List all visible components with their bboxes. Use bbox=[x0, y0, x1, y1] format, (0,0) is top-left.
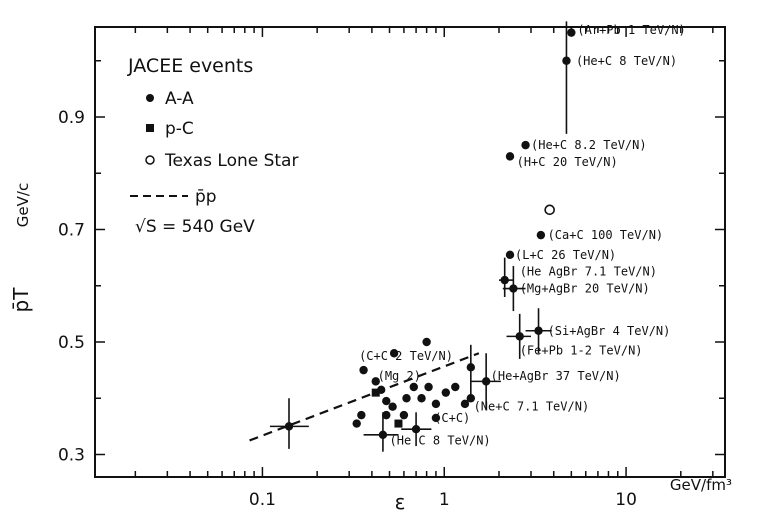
data-point-aa bbox=[567, 28, 576, 37]
plot-frame bbox=[94, 26, 726, 478]
data-point-aa bbox=[409, 382, 418, 392]
chart-annotations: (Ar+Pb 1 TeV/N) (He+C 8 TeV/N) (He+C 8.2 T… bbox=[359, 23, 686, 448]
data-point-aa bbox=[371, 377, 380, 386]
y-axis-unit: GeV/c bbox=[14, 183, 32, 227]
legend-note: √S = 540 GeV bbox=[135, 217, 255, 237]
legend: JACEE events A-A p-C Texas Lone Star p̄p… bbox=[127, 55, 298, 237]
data-point-pc bbox=[371, 388, 380, 397]
point-annotation: (C+C) bbox=[434, 411, 470, 425]
data-point-aa bbox=[357, 410, 366, 420]
data-point-pc bbox=[394, 419, 403, 428]
y-tick-label: 0.3 bbox=[58, 446, 85, 466]
data-point-aa bbox=[389, 349, 399, 358]
data-point-texas bbox=[544, 204, 555, 216]
data-point-aa bbox=[382, 396, 391, 406]
data-point-aa bbox=[417, 394, 426, 403]
x-axis-unit: GeV/fm³ bbox=[670, 476, 732, 494]
point-annotation: (Ar+Pb 1 TeV/N) bbox=[577, 23, 685, 37]
x-tick-label: 10 bbox=[615, 490, 637, 510]
y-axis-label-group: p̄T bbox=[9, 287, 33, 313]
point-annotation: (Ca+C 100 TeV/N) bbox=[548, 228, 664, 242]
data-point-aa bbox=[411, 424, 421, 434]
point-annotation: (Mg+AgBr 20 TeV/N) bbox=[520, 282, 650, 296]
chart-marks bbox=[249, 21, 576, 452]
legend-marker-texas bbox=[145, 155, 155, 165]
data-point-aa bbox=[460, 399, 470, 409]
data-point-aa bbox=[399, 410, 409, 420]
data-point-aa bbox=[500, 275, 509, 285]
y-tick-label: 0.5 bbox=[58, 333, 85, 353]
data-point-aa bbox=[509, 284, 518, 293]
data-point-aa bbox=[466, 363, 476, 372]
legend-label-aa: A-A bbox=[165, 89, 194, 109]
data-point-aa bbox=[284, 422, 294, 431]
legend-marker-pc bbox=[146, 124, 154, 132]
point-annotation: (Ne+C 7.1 TeV/N) bbox=[474, 400, 590, 414]
data-point-aa bbox=[481, 377, 491, 386]
data-point-aa bbox=[382, 410, 391, 420]
data-point-aa bbox=[431, 413, 441, 423]
legend-label-texas: Texas Lone Star bbox=[164, 151, 298, 171]
legend-title: JACEE events bbox=[127, 55, 253, 77]
point-annotation: (L+C 26 TeV/N) bbox=[515, 248, 616, 262]
data-point-aa bbox=[431, 399, 441, 409]
point-annotation: (He+AgBr 37 TeV/N) bbox=[491, 369, 621, 383]
data-point-aa bbox=[352, 419, 361, 428]
point-annotation: (He+C 8.2 TeV/N) bbox=[531, 138, 647, 152]
point-annotation: (Fe+Pb 1-2 TeV/N) bbox=[520, 343, 643, 357]
data-point-aa bbox=[388, 402, 397, 411]
point-annotation: (C+C 2 TeV/N) bbox=[359, 349, 453, 363]
data-point-aa bbox=[378, 430, 388, 440]
x-axis-label: ε bbox=[395, 490, 406, 514]
legend-label-pc: p-C bbox=[165, 119, 194, 139]
data-point-aa bbox=[536, 230, 546, 240]
legend-marker-aa bbox=[146, 94, 154, 102]
data-point-aa bbox=[441, 388, 451, 397]
y-axis-unit-group: GeV/c bbox=[14, 183, 32, 227]
data-point-aa bbox=[422, 337, 431, 347]
point-annotation: (He+C 8 TeV/N) bbox=[576, 54, 677, 68]
y-axis-label: p̄T bbox=[9, 287, 33, 313]
y-tick-label: 0.9 bbox=[58, 108, 85, 128]
data-point-aa bbox=[505, 152, 515, 161]
pp-dashed-line bbox=[249, 352, 480, 442]
data-point-aa bbox=[534, 326, 543, 335]
axis-tick-labels: 0.1 1 10 0.3 0.5 0.7 0.9 bbox=[58, 108, 637, 510]
data-point-aa bbox=[359, 365, 368, 375]
data-point-aa bbox=[402, 394, 411, 403]
data-point-aa bbox=[424, 382, 433, 392]
x-tick-label: 1 bbox=[439, 490, 450, 510]
point-annotation: (He AgBr 7.1 TeV/N) bbox=[520, 265, 657, 279]
data-point-aa bbox=[466, 394, 476, 403]
data-point-aa bbox=[505, 250, 515, 260]
x-tick-label: 0.1 bbox=[249, 490, 276, 510]
data-point-aa bbox=[515, 332, 524, 341]
axis-ticks bbox=[95, 27, 725, 477]
data-point-aa bbox=[521, 140, 530, 150]
point-annotation: (He C 8 TeV/N) bbox=[390, 433, 491, 447]
point-annotation: (H+C 20 TeV/N) bbox=[517, 155, 618, 169]
data-point-aa bbox=[451, 382, 460, 392]
y-tick-label: 0.7 bbox=[58, 221, 85, 241]
legend-label-pp: p̄p bbox=[195, 187, 217, 207]
point-annotation: (Mg 2) bbox=[378, 369, 421, 383]
point-annotation: (Si+AgBr 4 TeV/N) bbox=[548, 324, 671, 338]
data-point-aa bbox=[562, 56, 571, 65]
